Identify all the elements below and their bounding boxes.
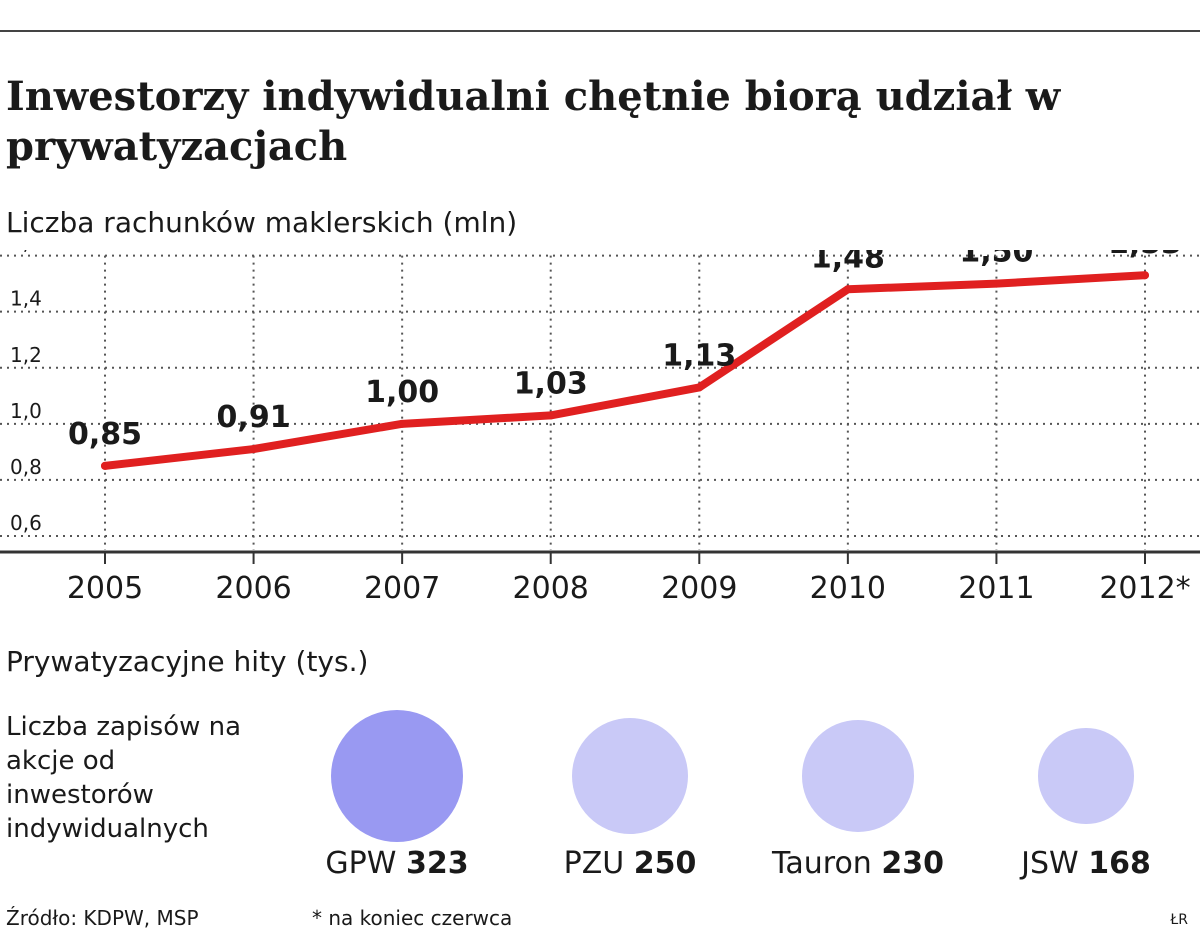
data-label: 1,00 [365, 375, 439, 410]
data-label: 1,53 [1108, 250, 1182, 261]
chart-title: Inwestorzy indywidualni chętnie biorą ud… [6, 73, 1061, 170]
bubble-name: GPW [325, 846, 406, 881]
source-note: Źródło: KDPW, MSP [6, 906, 199, 930]
bubble-tauron [802, 720, 914, 832]
bubble-gpw [331, 710, 463, 842]
bubble-caption: Tauron 230 [748, 846, 968, 881]
line-chart: 0,6 0,8 1,0 1,2 1,4 1,6 2005 2006 2007 2008 2009 20… [0, 250, 1200, 606]
credit: ŁR [1170, 912, 1188, 928]
data-label: 0,91 [217, 400, 291, 435]
x-tick-label: 2006 [215, 571, 291, 606]
axes: 0,6 0,8 1,0 1,2 1,4 1,6 2005 2006 2007 2008 2009 20… [0, 250, 1200, 606]
data-label: 1,50 [959, 250, 1033, 270]
data-label: 0,85 [68, 417, 142, 452]
x-tick-label: 2007 [364, 571, 440, 606]
data-labels: 0,85 0,91 1,00 1,03 1,13 1,48 1,50 1,53 [68, 250, 1182, 452]
x-tick-label: 2005 [67, 571, 143, 606]
bubble-name: Tauron [772, 846, 882, 881]
y-tick-label: 1,6 [10, 250, 42, 255]
data-label: 1,03 [514, 366, 588, 401]
data-point [101, 461, 109, 470]
bubble-caption: GPW 323 [287, 846, 507, 881]
bubble-name: JSW [1021, 846, 1089, 881]
series-line [101, 271, 1149, 470]
x-tick-label: 2010 [810, 571, 886, 606]
y-tick-label: 0,8 [10, 455, 42, 479]
data-point [546, 411, 555, 420]
bubble-pzu [571, 717, 689, 835]
bubble-name: PZU [563, 846, 634, 881]
series [101, 271, 1149, 470]
top-rule [0, 30, 1200, 32]
bubble-caption: PZU 250 [520, 846, 740, 881]
data-point [695, 383, 704, 392]
bubble-caption: JSW 168 [976, 846, 1196, 881]
x-tick-label: 2011 [958, 571, 1034, 606]
bubbles-description: Liczba zapisów na akcje od inwestorów in… [6, 712, 242, 844]
data-label: 1,48 [811, 250, 885, 275]
x-tick-label: 2008 [513, 571, 589, 606]
bubble-value: 230 [881, 846, 944, 881]
y-tick-label: 1,2 [10, 343, 42, 367]
chart-subtitle: Liczba rachunków maklerskich (mln) [6, 206, 518, 239]
x-tick-label: 2012* [1099, 571, 1190, 606]
data-point [1141, 271, 1149, 280]
bubble-jsw [1038, 728, 1134, 824]
y-tick-label: 0,6 [10, 511, 42, 535]
bubble-value: 168 [1088, 846, 1151, 881]
data-point [992, 279, 1001, 288]
bubbles-subtitle: Prywatyzacyjne hity (tys.) [6, 645, 369, 678]
y-tick-label: 1,0 [10, 399, 42, 423]
data-label: 1,13 [662, 338, 736, 373]
data-point [398, 419, 407, 428]
bubble-value: 250 [633, 846, 697, 881]
bubble-value: 323 [405, 846, 469, 881]
y-tick-label: 1,4 [10, 287, 42, 311]
grid [0, 254, 1200, 550]
x-tick-label: 2009 [661, 571, 737, 606]
data-point [843, 285, 852, 294]
data-point [249, 445, 258, 454]
footnote: * na koniec czerwca [312, 906, 513, 930]
